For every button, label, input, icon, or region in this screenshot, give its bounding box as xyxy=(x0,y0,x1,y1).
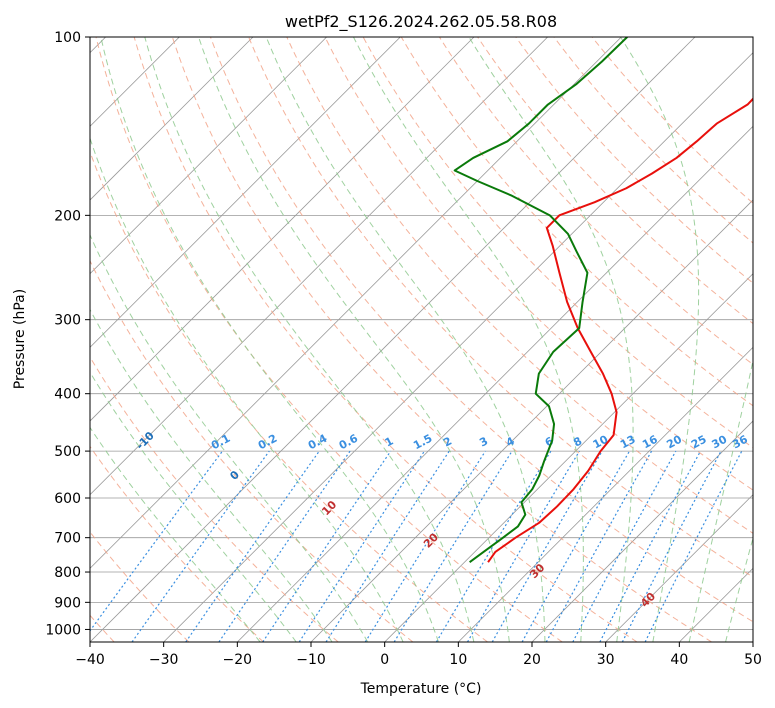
isotherm-line xyxy=(90,37,696,642)
isotherm-line xyxy=(90,37,622,569)
mixing-ratio-line xyxy=(466,450,580,642)
dry-adiabat-line xyxy=(90,259,414,642)
x-tick-label: 0 xyxy=(380,652,389,668)
x-tick-label: 40 xyxy=(670,652,688,668)
x-tick-label: −30 xyxy=(149,652,179,668)
x-axis-ticks: −40 −30 −20 −10 0 10 20 30 40 50 xyxy=(75,642,762,668)
y-tick-label: 100 xyxy=(54,30,81,46)
mixing-ratio-line xyxy=(262,450,392,642)
mixing-ratio-line xyxy=(218,450,351,642)
mixing-ratio-line xyxy=(644,450,743,642)
moist-adiabat-line xyxy=(90,308,333,642)
plot-frame xyxy=(89,36,754,643)
y-tick-label: 1000 xyxy=(45,622,81,638)
isotherm-line xyxy=(458,346,753,642)
mixing-ratio-line xyxy=(325,450,450,642)
mixing-ratio-line xyxy=(599,450,702,642)
moist-adiabat-lines xyxy=(90,37,753,642)
y-tick-label: 200 xyxy=(54,208,81,224)
mixing-ratio-line xyxy=(621,450,722,642)
chart-title: wetPf2_S126.2024.262.05.58.R08 xyxy=(285,12,557,32)
y-tick-label: 800 xyxy=(54,565,81,581)
y-tick-label: 600 xyxy=(54,491,81,507)
y-tick-label: 400 xyxy=(54,387,81,403)
x-tick-label: −10 xyxy=(296,652,326,668)
plot-area: 0.10.20.40.611.52346810131620253036-100-… xyxy=(90,37,753,642)
temperature-profile-line xyxy=(487,97,753,563)
mixing-ratio-lines xyxy=(90,450,743,642)
profile-series xyxy=(453,37,753,564)
dry-adiabat-line xyxy=(591,37,753,204)
y-tick-label: 900 xyxy=(54,595,81,611)
moist-adiabat-line xyxy=(353,37,584,642)
dry-adiabat-line xyxy=(477,37,753,325)
dry-adiabat-lines xyxy=(90,37,753,642)
y-tick-label: 500 xyxy=(54,444,81,460)
dry-adiabat-line xyxy=(90,445,264,642)
dry-adiabat-line xyxy=(439,37,753,366)
moist-adiabat-line xyxy=(688,358,753,642)
isotherm-lines xyxy=(90,37,753,642)
mixing-ratio-label: 13 xyxy=(618,433,638,452)
dry-adiabat-line xyxy=(553,37,753,244)
mixing-ratio-label: 16 xyxy=(640,433,660,452)
x-tick-label: 20 xyxy=(523,652,541,668)
moist-adiabat-line xyxy=(265,37,546,642)
moist-adiabat-line xyxy=(90,233,369,642)
isotherm-line xyxy=(384,273,753,642)
x-tick-label: 10 xyxy=(449,652,467,668)
mixing-ratio-line xyxy=(298,450,425,642)
dry-adiabat-line xyxy=(400,37,753,407)
dry-adiabat-line xyxy=(248,37,753,578)
moist-adiabat-line xyxy=(90,426,261,642)
isotherm-line xyxy=(163,52,753,642)
isotherm-line xyxy=(531,420,753,642)
moist-adiabat-line xyxy=(144,37,475,642)
isotherm-line xyxy=(90,37,475,422)
dry-adiabat-line xyxy=(171,37,712,642)
mixing-ratio-line xyxy=(393,450,513,642)
x-tick-label: −40 xyxy=(75,652,105,668)
moist-adiabat-line xyxy=(725,536,753,642)
y-tick-label: 700 xyxy=(54,531,81,547)
mixing-ratio-label: 25 xyxy=(689,433,709,452)
mixing-ratio-line xyxy=(545,450,653,642)
isotherm-line xyxy=(237,125,753,642)
mixing-ratio-label: 10 xyxy=(591,433,611,452)
isobar-lines xyxy=(90,37,753,630)
y-axis-ticks: 100 200 300 400 500 600 700 800 900 1000 xyxy=(45,30,90,638)
x-tick-label: 50 xyxy=(744,652,762,668)
moist-adiabat-line xyxy=(100,37,439,642)
moist-adiabat-line xyxy=(620,37,700,642)
mixing-ratio-label: 20 xyxy=(664,433,684,452)
isotherm-line xyxy=(90,37,327,275)
mixing-ratio-line xyxy=(572,450,677,642)
dry-adiabat-line xyxy=(95,37,563,642)
mixing-ratio-line xyxy=(364,450,486,642)
y-tick-label: 300 xyxy=(54,313,81,329)
x-axis-title: Temperature (°C) xyxy=(360,681,482,697)
mixing-ratio-line xyxy=(131,450,270,642)
mixing-ratio-line xyxy=(185,450,320,642)
isotherm-line xyxy=(90,37,548,496)
dewpoint-profile-line xyxy=(453,37,628,564)
isotherm-line xyxy=(90,37,401,348)
mixing-ratio-label: 30 xyxy=(710,433,730,452)
isotherm-line xyxy=(605,494,753,642)
mixing-ratio-line xyxy=(435,450,552,642)
background-line-labels: 0.10.20.40.611.52346810131620253036-100-… xyxy=(134,429,751,610)
moist-adiabat-line xyxy=(90,371,297,642)
mixing-ratio-label: 36 xyxy=(730,433,750,452)
y-axis-title: Pressure (hPa) xyxy=(12,289,28,389)
dry-adiabat-line xyxy=(90,150,488,642)
x-tick-label: 30 xyxy=(597,652,615,668)
isotherm-line xyxy=(90,37,254,201)
moist-adiabat-line xyxy=(198,37,510,642)
x-tick-label: −20 xyxy=(223,652,253,668)
dry-adiabat-line xyxy=(362,37,753,449)
dry-adiabat-line xyxy=(286,37,753,534)
moist-adiabat-line xyxy=(90,136,404,642)
